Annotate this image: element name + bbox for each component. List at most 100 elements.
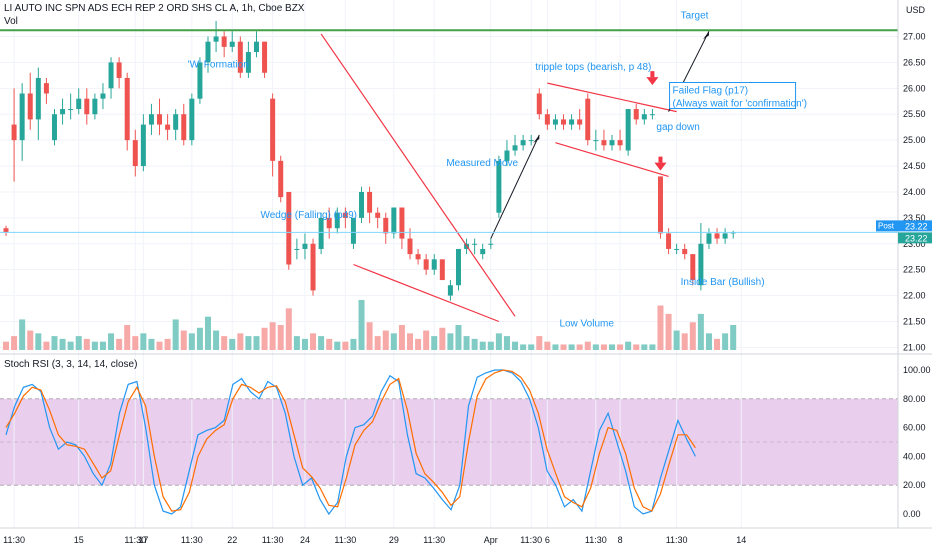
price-tick-label: 21.50 bbox=[903, 317, 926, 327]
candle-body bbox=[117, 62, 122, 78]
candle-body bbox=[723, 233, 728, 238]
candle-body bbox=[650, 114, 655, 115]
time-tick-label: 11:30 bbox=[423, 535, 445, 545]
candle-body bbox=[254, 42, 259, 52]
volume-bar bbox=[148, 339, 154, 350]
volume-bar bbox=[43, 342, 49, 350]
candle-body bbox=[715, 233, 720, 238]
annotation-label: tripple tops (bearish, p 48) bbox=[535, 62, 651, 73]
volume-bar bbox=[512, 342, 518, 350]
volume-bar bbox=[11, 336, 17, 350]
volume-bar bbox=[68, 342, 74, 350]
price-tick-label: 22.00 bbox=[903, 291, 926, 301]
volume-bar bbox=[561, 344, 567, 350]
volume-bar bbox=[334, 342, 340, 350]
candle-body bbox=[262, 42, 267, 73]
price-tick-label: 25.00 bbox=[903, 135, 926, 145]
volume-bar bbox=[27, 331, 33, 350]
volume-bar bbox=[3, 342, 9, 350]
candle-body bbox=[521, 140, 526, 145]
candle-body bbox=[610, 140, 615, 145]
volume-bar bbox=[585, 342, 591, 350]
candle-body bbox=[424, 259, 429, 269]
volume-bar bbox=[455, 325, 461, 350]
candle-body bbox=[173, 114, 178, 130]
time-tick-label: 11:30 bbox=[666, 535, 688, 545]
candle-body bbox=[359, 192, 364, 218]
volume-bar bbox=[278, 325, 284, 350]
volume-bar bbox=[157, 342, 163, 350]
candle-body bbox=[383, 218, 388, 234]
candle-body bbox=[351, 218, 356, 244]
candle-body bbox=[319, 218, 324, 249]
time-tick-label: 14 bbox=[736, 535, 746, 545]
volume-bar bbox=[237, 333, 243, 350]
candle-body bbox=[311, 244, 316, 291]
volume-bar bbox=[383, 331, 389, 350]
volume-bar bbox=[528, 344, 534, 350]
candle-body bbox=[141, 125, 146, 166]
time-tick-label: 22 bbox=[227, 535, 237, 545]
rsi-label: Stoch RSI (3, 3, 14, 14, close) bbox=[4, 359, 137, 370]
price-pane-bg bbox=[0, 0, 898, 352]
price-tick-label: 24.00 bbox=[903, 187, 926, 197]
volume-bar bbox=[447, 333, 453, 350]
volume-bar bbox=[423, 331, 429, 350]
volume-bar bbox=[682, 333, 688, 350]
candle-body bbox=[432, 259, 437, 269]
volume-bar bbox=[302, 339, 308, 350]
time-tick-label: 17 bbox=[138, 535, 148, 545]
candle-body bbox=[658, 176, 663, 233]
candle-body bbox=[286, 192, 291, 265]
time-tick-label: 11:30 bbox=[181, 535, 203, 545]
candle-body bbox=[456, 249, 461, 285]
candle-body bbox=[513, 145, 518, 150]
candle-body bbox=[125, 78, 130, 140]
price-axis[interactable]: 27.00 26.50 26.00 25.50 25.00 24.50 24.00 23.50… bbox=[903, 32, 926, 353]
volume-bar bbox=[326, 339, 332, 350]
candle-body bbox=[545, 114, 550, 124]
candle-body bbox=[529, 140, 534, 141]
candle-body bbox=[626, 109, 631, 150]
volume-bar bbox=[51, 336, 57, 350]
candle-body bbox=[100, 94, 105, 99]
price-tick-label: 24.50 bbox=[903, 161, 926, 171]
volume-bar bbox=[439, 328, 445, 350]
annotation-label: 'W' Formation bbox=[188, 60, 249, 71]
volume-bar bbox=[552, 344, 558, 350]
price-badge-close: 23.22 bbox=[905, 233, 928, 243]
volume-bar bbox=[229, 339, 235, 350]
candle-body bbox=[68, 109, 73, 110]
candle-body bbox=[92, 99, 97, 115]
candle-body bbox=[189, 99, 194, 140]
volume-bar bbox=[520, 344, 526, 350]
annotation-label: Target bbox=[681, 10, 709, 21]
rsi-tick-label: 40.00 bbox=[903, 451, 926, 461]
candle-body bbox=[399, 208, 404, 239]
rsi-tick-label: 100.00 bbox=[903, 365, 931, 375]
candle-body bbox=[593, 140, 598, 141]
candle-body bbox=[537, 94, 542, 115]
time-tick-label: 11:30 bbox=[334, 535, 356, 545]
candle-body bbox=[76, 99, 81, 109]
candle-body bbox=[440, 259, 445, 280]
volume-bar bbox=[310, 333, 316, 350]
volume-bar bbox=[92, 342, 98, 350]
volume-bar bbox=[609, 344, 615, 350]
time-tick-label: 11:30 bbox=[585, 535, 607, 545]
annotation-label: Failed Flag (p17) bbox=[673, 86, 749, 97]
candle-body bbox=[585, 99, 590, 140]
annotation-label: gap down bbox=[656, 122, 699, 133]
volume-bar bbox=[375, 336, 381, 350]
candle-body bbox=[690, 254, 695, 280]
candle-body bbox=[270, 99, 275, 161]
candle-body bbox=[214, 37, 219, 42]
candle-body bbox=[480, 249, 485, 254]
candle-body bbox=[133, 140, 138, 166]
volume-bar bbox=[415, 339, 421, 350]
annotation-label: Measured Move bbox=[446, 158, 518, 169]
candle-body bbox=[553, 119, 558, 124]
rsi-tick-label: 20.00 bbox=[903, 480, 926, 490]
